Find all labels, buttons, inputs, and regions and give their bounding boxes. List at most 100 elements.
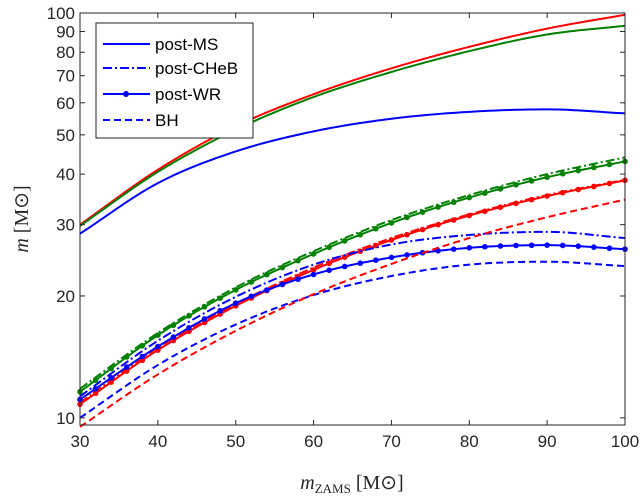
x-axis-label: mZAMS [M⊙] xyxy=(300,472,403,496)
series-marker-post-wr-blue xyxy=(575,243,582,249)
series-marker-post-wr-red xyxy=(528,196,535,203)
series-marker-post-wr-blue xyxy=(606,245,613,252)
series-marker-post-wr-red xyxy=(388,237,395,243)
series-marker-post-wr-red xyxy=(92,390,99,397)
series-marker-post-wr-green xyxy=(248,279,255,285)
series-marker-post-wr-blue xyxy=(279,281,286,288)
series-marker-post-wr-green xyxy=(201,304,208,310)
series-line-post-cheb-blue xyxy=(79,230,626,398)
series-marker-post-wr-green xyxy=(326,244,332,251)
x-tick-label: 90 xyxy=(538,432,557,451)
x-tick-label: 40 xyxy=(148,432,167,451)
series-marker-post-wr-green xyxy=(264,271,270,278)
series-marker-post-wr-blue xyxy=(497,243,504,249)
series-marker-post-wr-green xyxy=(575,167,582,174)
y-axis-label-unit: [M⊙] xyxy=(11,185,33,233)
series-line-post-ms-red xyxy=(79,13,626,226)
series-marker-post-wr-blue xyxy=(248,293,255,300)
y-tick-label: 100 xyxy=(47,4,75,23)
series-marker-post-wr-green xyxy=(497,186,504,192)
y-tick-label: 20 xyxy=(56,287,75,306)
series-marker-post-wr-green xyxy=(528,178,535,184)
x-tick-label: 30 xyxy=(71,432,90,451)
series-marker-post-wr-red xyxy=(513,200,519,207)
series-marker-post-wr-green xyxy=(591,164,597,171)
series-marker-post-wr-red xyxy=(591,183,597,190)
series-line-post-ms-green xyxy=(79,24,626,227)
series-marker-post-wr-red xyxy=(497,204,504,211)
series-marker-post-wr-blue xyxy=(482,243,488,250)
x-axis-label-unit: [M⊙] xyxy=(356,472,404,494)
series-marker-post-wr-green xyxy=(357,231,364,238)
series-marker-post-wr-red xyxy=(310,267,317,273)
series-marker-post-wr-red xyxy=(606,180,613,187)
series-marker-post-wr-green xyxy=(232,287,239,293)
series-marker-post-wr-green xyxy=(295,257,301,264)
series-marker-post-wr-blue xyxy=(326,267,332,274)
series-line-post-cheb-red xyxy=(79,178,626,404)
series-marker-post-wr-green xyxy=(388,220,395,226)
series-marker-post-wr-green xyxy=(139,342,146,349)
series-marker-post-wr-blue xyxy=(123,364,130,370)
x-axis: 30 40 50 60 70 80 90 100 xyxy=(71,13,639,451)
series-marker-post-wr-blue xyxy=(155,343,161,350)
series-layer xyxy=(77,13,628,428)
series-marker-post-wr-red xyxy=(404,231,410,238)
legend-box xyxy=(95,22,254,139)
series-marker-post-wr-green xyxy=(559,170,566,177)
series-line-post-cheb-green xyxy=(79,156,626,390)
series-marker-post-wr-red xyxy=(341,254,348,260)
series-marker-post-wr-blue xyxy=(341,263,348,270)
x-tick-label: 60 xyxy=(304,432,323,451)
series-marker-post-wr-green xyxy=(466,194,473,201)
y-axis-label-main: m xyxy=(11,238,33,252)
series-marker-post-wr-blue xyxy=(450,246,457,252)
series-marker-post-wr-blue xyxy=(217,307,223,314)
y-tick-label: 10 xyxy=(56,409,75,428)
series-marker-post-wr-green xyxy=(123,354,130,360)
y-axis-label: m [M⊙] xyxy=(11,185,33,252)
series-marker-post-wr-green xyxy=(217,295,223,301)
y-tick-label: 50 xyxy=(56,126,75,145)
series-marker-post-wr-blue xyxy=(435,248,441,254)
series-marker-post-wr-red xyxy=(450,217,457,223)
series-marker-post-wr-blue xyxy=(264,287,270,293)
series-marker-post-wr-green xyxy=(92,377,99,384)
series-marker-post-wr-red xyxy=(482,208,488,215)
series-marker-post-wr-red xyxy=(108,379,114,385)
series-marker-post-wr-green xyxy=(544,174,550,180)
series-marker-post-wr-green xyxy=(279,264,286,271)
series-marker-post-wr-green xyxy=(482,190,488,196)
series-marker-post-wr-green xyxy=(341,238,348,244)
series-line-bh-blue xyxy=(79,260,626,419)
series-marker-post-wr-blue xyxy=(139,353,146,360)
plot-frame xyxy=(79,12,626,426)
legend-label-post-wr: post-WR xyxy=(155,85,221,104)
series-marker-post-wr-blue xyxy=(108,375,114,381)
y-tick-label: 90 xyxy=(56,23,75,42)
series-marker-post-wr-red xyxy=(123,368,130,374)
x-tick-label: 70 xyxy=(382,432,401,451)
series-marker-post-wr-red xyxy=(419,226,426,233)
series-marker-post-wr-blue xyxy=(559,242,566,249)
series-marker-post-wr-blue xyxy=(388,254,395,261)
y-tick-label: 80 xyxy=(56,43,75,62)
series-marker-post-wr-green xyxy=(373,225,379,232)
legend-swatch-post-wr-marker xyxy=(123,91,129,97)
series-marker-post-wr-blue xyxy=(513,242,519,249)
y-tick-label: 30 xyxy=(56,216,75,235)
series-line-post-wr-blue xyxy=(79,244,626,401)
series-marker-post-wr-green xyxy=(108,365,114,372)
legend: post-MS post-CHeB post-WR BH xyxy=(95,22,254,139)
x-axis-label-main: m xyxy=(300,472,314,494)
series-marker-post-wr-red xyxy=(326,260,332,267)
series-line-bh-red xyxy=(79,198,626,428)
series-marker-post-wr-red xyxy=(559,189,566,196)
series-marker-post-wr-blue xyxy=(295,276,301,283)
x-tick-label: 50 xyxy=(226,432,245,451)
series-marker-post-wr-blue xyxy=(170,334,177,340)
series-marker-post-wr-red xyxy=(435,221,441,228)
series-marker-post-wr-red xyxy=(544,193,550,199)
series-marker-post-wr-green xyxy=(435,204,441,210)
